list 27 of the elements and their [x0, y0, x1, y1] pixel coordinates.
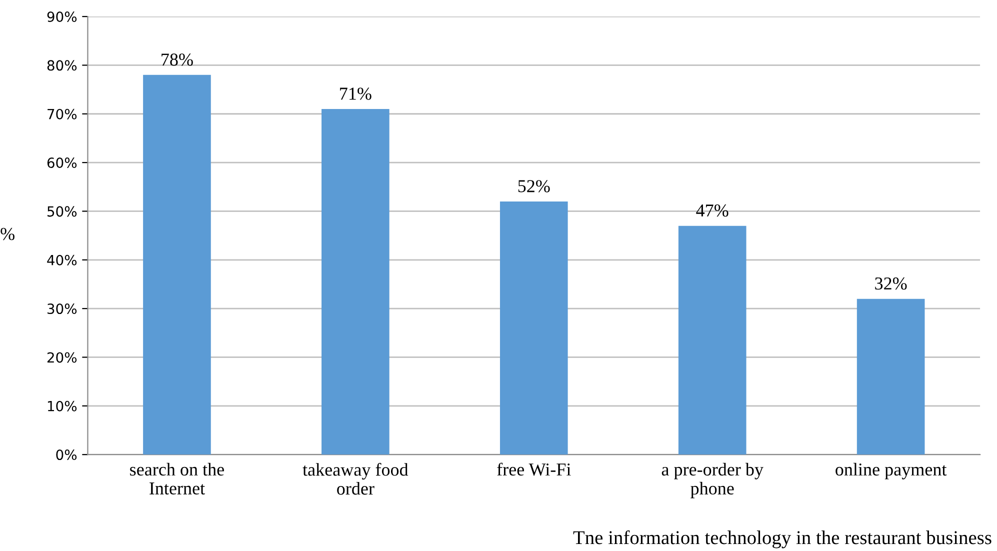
x-tick-label: a pre-order by phone [662, 462, 764, 498]
x-tick-label: free Wi-Fi [497, 462, 571, 476]
bar [856, 298, 925, 455]
bar [678, 226, 746, 455]
bar [500, 201, 568, 455]
data-label: 47% [696, 204, 728, 217]
y-tick-label: 10% [48, 400, 77, 412]
y-tick-label: 40% [47, 254, 77, 266]
y-tick-label: 50% [48, 206, 77, 217]
data-label: 52% [518, 180, 550, 192]
y-tick-label: 80% [47, 60, 77, 71]
y-tick-label: 60% [47, 158, 77, 168]
data-label: 78% [162, 54, 193, 66]
x-tick-label: online payment [836, 462, 947, 480]
y-axis-title: % [0, 228, 14, 240]
bar [322, 109, 390, 455]
bar [143, 74, 211, 455]
y-tick-label: 0% [56, 450, 77, 460]
x-axis-title: Tne information technology in the restaurant business [573, 530, 992, 548]
y-tick-label: 30% [48, 304, 77, 314]
x-tick-label: search on the Internet [130, 462, 224, 494]
x-tick-label: takeaway food order [302, 462, 408, 495]
y-tick-label: 70% [48, 108, 77, 120]
data-label: 71% [340, 88, 372, 100]
y-tick-label: 90% [47, 12, 77, 22]
data-label: 32% [875, 277, 907, 290]
y-tick-label: 20% [47, 352, 77, 363]
